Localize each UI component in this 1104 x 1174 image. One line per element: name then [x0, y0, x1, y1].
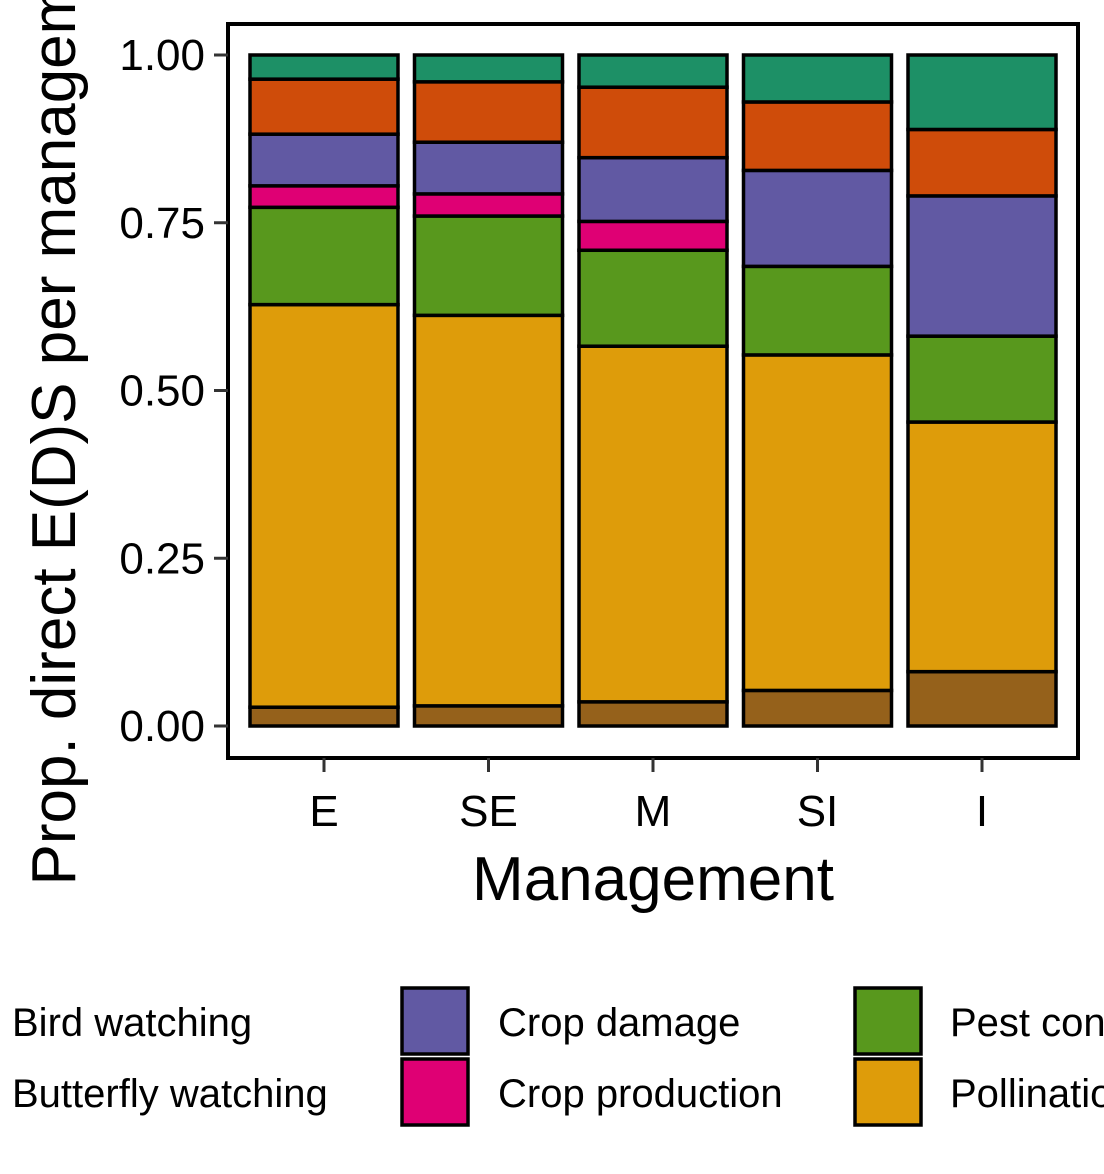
legend-key-crop-damage [400, 986, 470, 1056]
bar-segment-pest-control [577, 248, 729, 348]
y-tick-label: 1.00 [119, 31, 205, 80]
x-tick-label: E [309, 787, 338, 836]
legend-label: Pollination [950, 1072, 1104, 1116]
legend-label: Bird watching [12, 1001, 252, 1045]
bar-segment-pollination [412, 313, 565, 708]
bar-segment-crop-damage [248, 132, 400, 188]
x-axis-title: Management [472, 845, 834, 914]
bar-segment-weed-control [412, 80, 565, 144]
bar-segment-pollination [906, 420, 1058, 674]
legend-key-pollination [853, 1057, 923, 1127]
bar-segment-bird-watching [741, 53, 894, 104]
y-tick-label: 0.25 [119, 534, 205, 583]
y-tick-label: 0.50 [119, 367, 205, 416]
bar-segment-bird-watching [906, 53, 1058, 132]
bar-segment-pollination [741, 353, 894, 693]
bar-segment-butterfly-watching [906, 669, 1058, 728]
bar-segment-butterfly-watching [741, 688, 894, 728]
bar-segment-weed-control [741, 100, 894, 173]
bar-segment-pest-control [248, 205, 400, 307]
bar-segment-butterfly-watching [248, 705, 400, 728]
bar-segment-weed-control [906, 127, 1058, 198]
x-tick-label: SE [459, 787, 518, 836]
bar-segment-bird-watching [248, 53, 400, 81]
legend-key-crop-production [400, 1057, 470, 1127]
legend-label: Crop damage [498, 1001, 740, 1045]
bar-segment-weed-control [577, 85, 729, 160]
bar-segment-crop-damage [412, 140, 565, 196]
bar-segment-crop-damage [577, 155, 729, 224]
y-tick-label: 0.00 [119, 702, 205, 751]
legend-key-pest-control [853, 986, 923, 1056]
legend-label: Crop production [498, 1072, 783, 1116]
bar-segment-pollination [248, 302, 400, 709]
legend: Bird watching Butterfly watching Crop dama… [12, 986, 1104, 1127]
x-tick-label: M [635, 787, 672, 836]
bar-segment-bird-watching [412, 53, 565, 84]
legend-label: Butterfly watching [12, 1072, 328, 1116]
bar-segment-pest-control [412, 214, 565, 318]
bar-segment-bird-watching [577, 53, 729, 89]
bar-segment-crop-production [248, 184, 400, 210]
bar-segment-crop-damage [741, 168, 894, 269]
y-axis-title: Prop. direct E(D)S per management [20, 0, 89, 885]
bar-segment-pest-control [741, 264, 894, 357]
y-axis: 0.00 0.25 0.50 0.75 1.00 [119, 31, 228, 751]
bar-segment-pest-control [906, 334, 1058, 424]
legend-label: Pest control [950, 1001, 1104, 1045]
bar-segment-pollination [577, 344, 729, 704]
y-tick-label: 0.75 [119, 199, 205, 248]
bar-segment-crop-production [412, 192, 565, 218]
bar-segment-weed-control [248, 77, 400, 136]
bar-segment-crop-production [577, 219, 729, 253]
bar-segment-butterfly-watching [412, 704, 565, 728]
x-tick-label: I [976, 787, 988, 836]
x-axis: E SE M SI I [309, 758, 988, 836]
bar-segment-butterfly-watching [577, 700, 729, 728]
bars-layer [248, 53, 1058, 728]
x-tick-label: SI [797, 787, 839, 836]
bar-segment-crop-damage [906, 194, 1058, 338]
